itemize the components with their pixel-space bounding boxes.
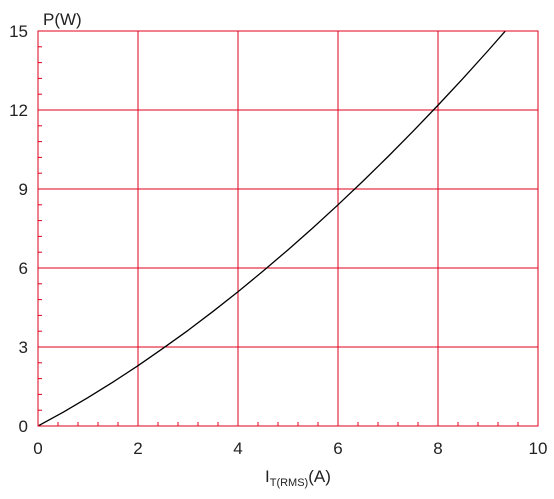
x-tick-label-3: 6 [333, 439, 342, 458]
grid [37, 30, 539, 427]
x-axis-title-main: I [265, 467, 270, 486]
y-axis-title: P(W) [43, 10, 82, 29]
series-line-0 [38, 31, 507, 426]
x-tick-label-5: 10 [529, 439, 548, 458]
x-axis-title: IT(RMS)(A) [265, 467, 331, 489]
y-tick-label-4: 12 [9, 101, 28, 120]
y-tick-label-1: 3 [19, 338, 28, 357]
minor-ticks [38, 46, 519, 426]
y-tick-label-0: 0 [19, 417, 28, 436]
y-tick-label-2: 6 [19, 259, 28, 278]
x-axis-title-subscript: T(RMS) [270, 477, 309, 489]
x-tick-label-0: 0 [33, 439, 42, 458]
plot-frame [37, 30, 539, 427]
y-tick-label-5: 15 [9, 22, 28, 41]
x-tick-label-1: 2 [133, 439, 142, 458]
tick-labels: 0 2 4 6 8 10 0 3 6 9 12 15 [9, 22, 547, 458]
series-layer [38, 31, 507, 426]
x-tick-label-2: 4 [233, 439, 242, 458]
y-tick-label-3: 9 [19, 180, 28, 199]
x-axis-title-unit: (A) [308, 467, 331, 486]
x-tick-label-4: 8 [433, 439, 442, 458]
